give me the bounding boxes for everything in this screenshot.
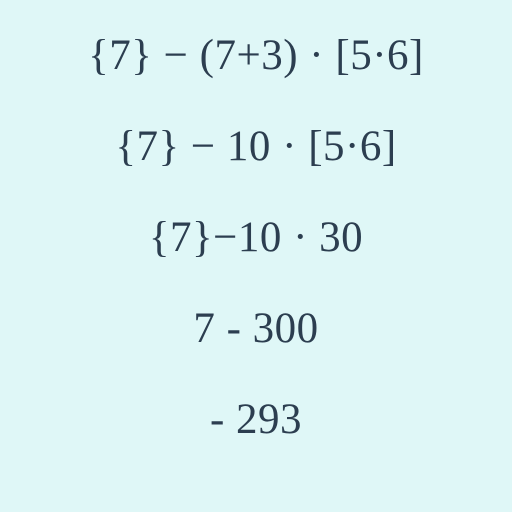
math-step-5: - 293 bbox=[210, 398, 302, 441]
math-steps-container: {7} − (7+3) · [5·6] {7} − 10 · [5·6] {7}… bbox=[0, 0, 512, 512]
math-step-2: {7} − 10 · [5·6] bbox=[115, 125, 396, 168]
math-step-3: {7}−10 · 30 bbox=[149, 216, 363, 259]
math-step-1: {7} − (7+3) · [5·6] bbox=[88, 34, 424, 77]
math-step-4: 7 - 300 bbox=[193, 307, 318, 350]
